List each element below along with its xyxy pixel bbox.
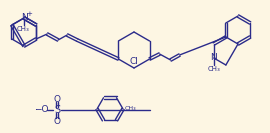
Text: N: N [22,14,28,22]
Text: +: + [26,11,32,16]
Text: N: N [210,53,217,63]
Text: CH₃: CH₃ [17,26,29,32]
Text: CH₃: CH₃ [207,66,220,72]
Text: CH₃: CH₃ [124,107,136,111]
Text: Cl: Cl [130,57,139,65]
Text: −O: −O [34,105,48,115]
Text: O: O [53,117,60,126]
Text: O: O [53,95,60,103]
Text: ·: · [35,105,38,115]
Text: S: S [54,105,60,115]
